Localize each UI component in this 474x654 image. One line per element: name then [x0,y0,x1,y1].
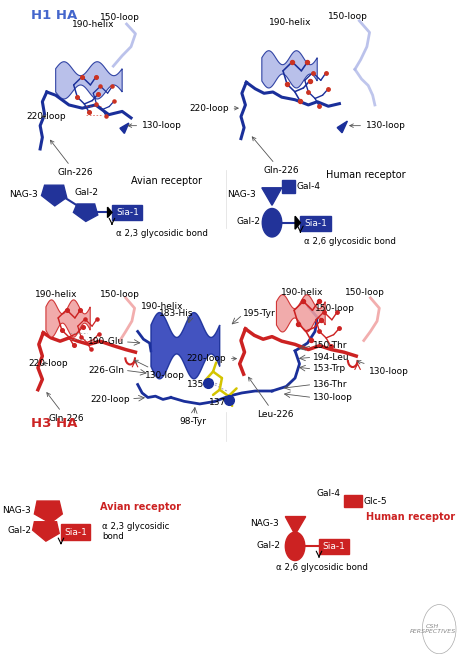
Text: Gln-226: Gln-226 [47,392,84,423]
Text: Gal-2: Gal-2 [74,188,98,198]
Text: 137: 137 [209,398,227,407]
Polygon shape [55,61,122,99]
Text: 183-His: 183-His [159,309,193,318]
Text: 220-loop: 220-loop [186,354,237,363]
Text: 195-Tyr: 195-Tyr [243,309,275,318]
FancyBboxPatch shape [344,494,362,508]
Polygon shape [73,204,98,222]
Polygon shape [42,185,67,206]
Text: 220-loop: 220-loop [28,359,68,368]
Polygon shape [262,188,282,205]
Text: 220-loop: 220-loop [27,112,66,121]
Text: 150-loop: 150-loop [345,288,385,297]
FancyBboxPatch shape [61,525,90,540]
Polygon shape [120,123,129,133]
Text: Human receptor: Human receptor [366,511,455,521]
Text: 190-helix: 190-helix [281,288,323,297]
Text: 130-loop: 130-loop [134,360,185,380]
Text: 220-loop: 220-loop [189,104,238,112]
Text: H3 HA: H3 HA [31,417,78,430]
Text: α 2,6 glycosidic bond: α 2,6 glycosidic bond [304,237,396,246]
Text: α 2,6 glycosidic bond: α 2,6 glycosidic bond [276,563,368,572]
Text: Glc-5: Glc-5 [364,496,387,506]
FancyBboxPatch shape [319,538,349,554]
Text: NAG-3: NAG-3 [2,506,31,515]
FancyBboxPatch shape [112,205,142,220]
Text: Sia-1: Sia-1 [304,219,327,228]
Polygon shape [285,517,306,535]
Text: Gal-4: Gal-4 [297,182,321,191]
Text: α 2,3 glycosidic bond: α 2,3 glycosidic bond [116,229,208,238]
FancyBboxPatch shape [282,180,295,193]
Text: Sia-1: Sia-1 [116,208,139,217]
Text: Gal-2: Gal-2 [257,541,281,549]
Text: CSH
PERSPECTIVES: CSH PERSPECTIVES [410,623,456,634]
Text: 150-loop: 150-loop [100,290,140,299]
Text: Sia-1: Sia-1 [64,528,87,536]
Circle shape [262,209,282,237]
Text: 98-Tyr: 98-Tyr [180,417,207,426]
Text: 130-loop: 130-loop [350,121,406,130]
Text: 190-helix: 190-helix [35,290,78,299]
Text: Gal-4: Gal-4 [316,489,340,498]
Text: NAG-3: NAG-3 [228,190,256,199]
Text: Gln-226: Gln-226 [252,137,299,175]
FancyBboxPatch shape [301,216,330,231]
Text: NAG-3: NAG-3 [250,519,279,528]
Polygon shape [35,501,62,523]
Text: 150-loop: 150-loop [100,13,140,22]
Polygon shape [295,216,301,229]
Text: NAG-3: NAG-3 [9,190,38,199]
Text: 220-loop: 220-loop [91,395,130,404]
Polygon shape [262,51,317,88]
Text: 150-loop: 150-loop [315,304,355,313]
Polygon shape [108,207,112,218]
Text: Avian receptor: Avian receptor [100,502,181,513]
Text: Gln-226: Gln-226 [50,140,93,177]
Text: Human receptor: Human receptor [326,170,406,180]
Text: α 2,3 glycosidic
bond: α 2,3 glycosidic bond [102,522,170,541]
Text: 194-Leu: 194-Leu [313,353,349,362]
Text: 136-Thr: 136-Thr [313,380,347,389]
Text: 190-helix: 190-helix [141,301,183,311]
Text: H1 HA: H1 HA [31,9,78,22]
Circle shape [285,532,305,560]
Text: 130-loop: 130-loop [357,360,409,376]
Text: Sia-1: Sia-1 [323,542,346,551]
Text: Gal-2: Gal-2 [237,217,261,226]
Text: Gal-2: Gal-2 [7,526,31,535]
Polygon shape [33,522,59,541]
Polygon shape [276,295,325,332]
Text: Avian receptor: Avian receptor [131,177,202,186]
Text: 153-Trp: 153-Trp [313,364,346,373]
Polygon shape [151,313,220,379]
Text: 130-loop: 130-loop [313,393,353,402]
Text: 150-loop: 150-loop [328,12,368,21]
Text: 130-loop: 130-loop [128,121,182,130]
Text: 135: 135 [187,380,205,389]
Polygon shape [337,121,347,133]
Text: 190-helix: 190-helix [269,18,312,27]
Polygon shape [46,300,90,337]
Text: 226-Gln: 226-Gln [88,366,124,375]
Text: 190-Glu: 190-Glu [88,337,124,346]
Text: Leu-226: Leu-226 [248,377,293,419]
Text: 190-helix: 190-helix [72,20,115,29]
Text: 150-Thr: 150-Thr [313,341,347,350]
